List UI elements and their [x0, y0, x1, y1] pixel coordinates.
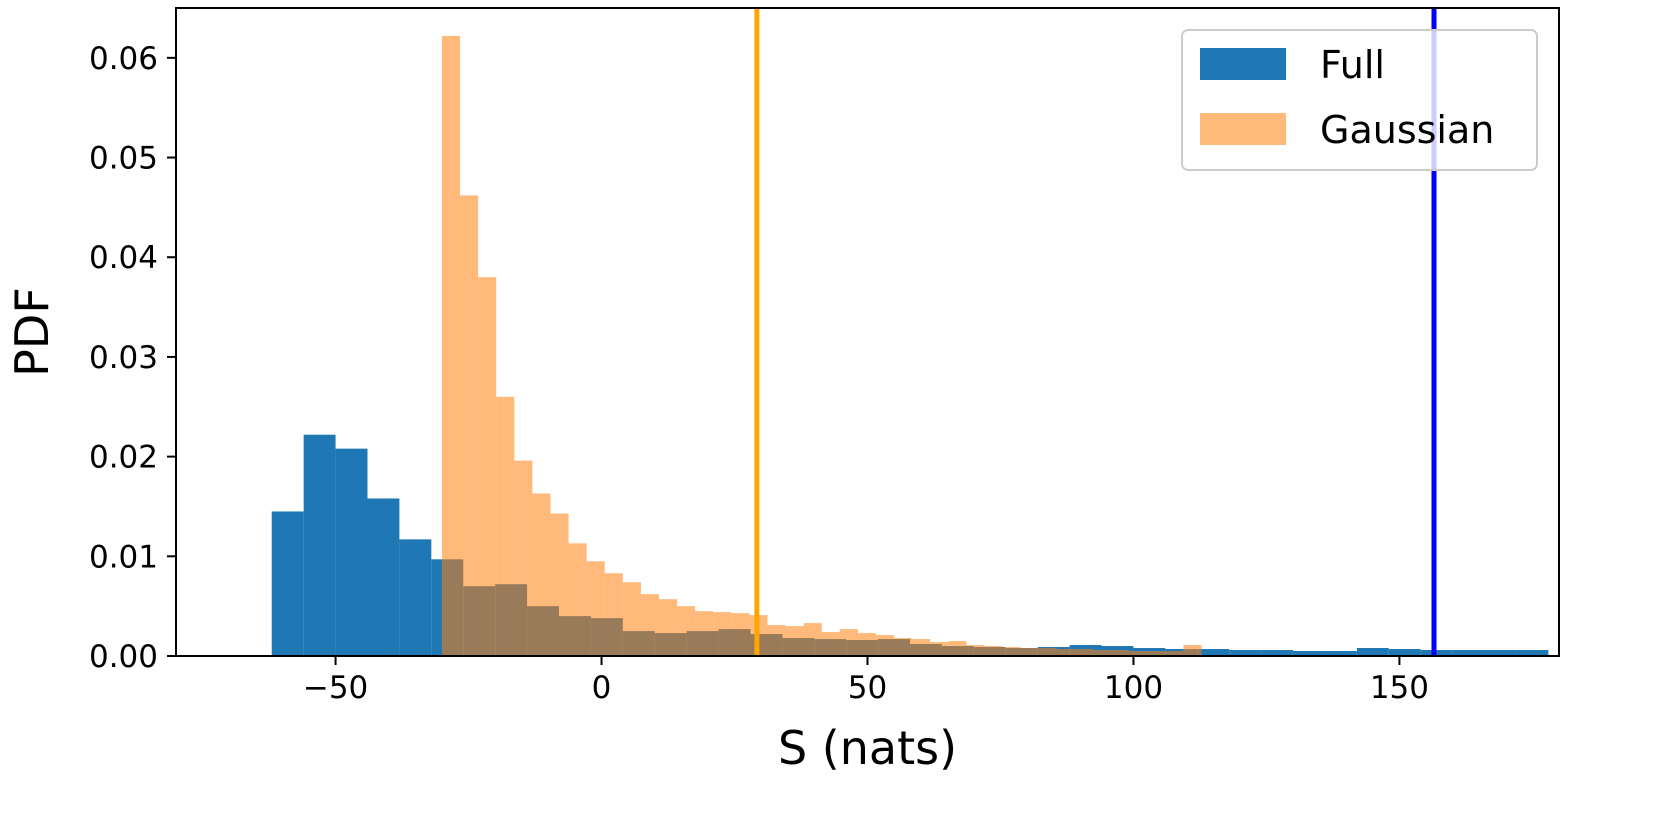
bar-gaussian-40	[1165, 651, 1184, 656]
bar-gaussian-15	[713, 612, 732, 656]
bar-gaussian-31	[1002, 647, 1021, 656]
y-tick-label: 0.00	[89, 639, 158, 675]
bar-gaussian-4	[514, 460, 533, 656]
x-tick-label: 150	[1370, 670, 1429, 706]
y-tick-label: 0.06	[89, 41, 158, 77]
bar-gaussian-23	[857, 633, 877, 656]
y-axis-title: PDF	[5, 287, 59, 377]
bar-gaussian-38	[1129, 651, 1148, 656]
bar-gaussian-36	[1093, 650, 1112, 656]
y-tick-label: 0.03	[89, 340, 158, 376]
histogram-bars	[271, 35, 1549, 656]
bar-full-33	[1324, 651, 1357, 656]
bar-gaussian-16	[731, 613, 750, 656]
bar-gaussian-32	[1020, 648, 1039, 656]
bar-full-31	[1261, 650, 1294, 656]
bar-gaussian-25	[894, 638, 913, 656]
x-axis-title: S (nats)	[778, 721, 957, 775]
bar-gaussian-19	[785, 626, 804, 656]
series-gaussian	[441, 35, 1202, 656]
bar-gaussian-33	[1038, 648, 1057, 656]
bar-gaussian-5	[532, 493, 551, 656]
bar-gaussian-7	[568, 543, 587, 656]
bar-gaussian-29	[966, 645, 985, 656]
bar-gaussian-35	[1074, 649, 1094, 656]
x-tick-label: 100	[1104, 670, 1163, 706]
y-tick-label: 0.05	[89, 141, 158, 177]
x-tick-label: 0	[592, 670, 612, 706]
bar-full-0	[271, 511, 304, 656]
bar-gaussian-8	[586, 561, 605, 656]
x-tick-label: 50	[848, 670, 887, 706]
bar-gaussian-20	[803, 623, 822, 656]
bar-full-1	[303, 434, 336, 656]
bar-full-32	[1293, 651, 1325, 656]
bar-full-2	[335, 448, 368, 656]
bar-gaussian-34	[1056, 649, 1075, 656]
bar-gaussian-2	[478, 277, 497, 656]
y-axis-ticks: 0.00 0.01 0.02 0.03 0.04 0.05 0.06	[89, 41, 176, 675]
bar-full-3	[367, 498, 400, 656]
bar-gaussian-41	[1183, 645, 1202, 656]
bar-gaussian-14	[695, 611, 714, 656]
bar-full-34	[1356, 648, 1389, 656]
bar-gaussian-21	[821, 632, 840, 656]
bar-gaussian-26	[912, 639, 931, 656]
legend-swatch-gaussian	[1200, 113, 1286, 145]
y-tick-label: 0.04	[89, 240, 158, 276]
y-tick-label: 0.01	[89, 539, 158, 575]
bar-gaussian-18	[767, 625, 786, 656]
bar-gaussian-39	[1147, 651, 1166, 656]
x-axis-ticks: −50 0 50 100 150	[303, 656, 1429, 706]
bar-gaussian-27	[930, 642, 949, 656]
bar-full-38	[1484, 650, 1517, 656]
bar-gaussian-3	[496, 396, 515, 656]
legend: Full Gaussian	[1181, 29, 1538, 171]
bar-full-35	[1388, 649, 1421, 656]
bar-gaussian-37	[1111, 650, 1130, 656]
bar-gaussian-22	[839, 629, 858, 656]
bar-gaussian-0	[441, 35, 461, 656]
bar-gaussian-1	[460, 195, 479, 656]
y-tick-label: 0.02	[89, 440, 158, 476]
bar-full-36	[1420, 650, 1453, 656]
bar-gaussian-24	[876, 635, 895, 656]
bar-gaussian-28	[948, 641, 967, 656]
bar-gaussian-11	[640, 594, 659, 656]
bar-gaussian-12	[658, 599, 678, 656]
bar-gaussian-6	[550, 513, 569, 656]
bar-full-39	[1516, 650, 1549, 656]
bar-gaussian-30	[984, 646, 1003, 656]
bar-full-4	[399, 539, 432, 656]
bar-full-29	[1197, 649, 1230, 656]
bar-gaussian-13	[677, 606, 696, 656]
bar-gaussian-10	[622, 582, 641, 656]
legend-label-gaussian: Gaussian	[1320, 108, 1494, 152]
x-tick-label: −50	[303, 670, 368, 706]
bar-full-30	[1229, 650, 1262, 656]
legend-swatch-full	[1200, 48, 1286, 80]
legend-label-full: Full	[1320, 43, 1385, 87]
bar-gaussian-9	[604, 573, 623, 656]
bar-full-37	[1452, 650, 1485, 656]
